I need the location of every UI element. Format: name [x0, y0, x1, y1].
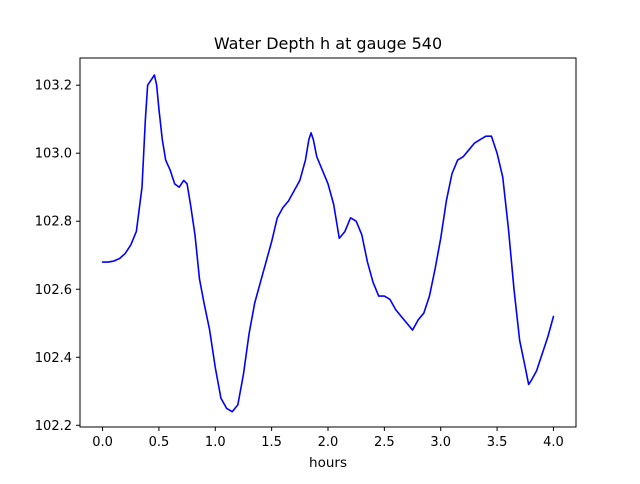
x-tick-label: 1.5: [261, 435, 282, 450]
y-tick-label: 102.4: [35, 351, 72, 366]
y-tick-label: 102.2: [35, 419, 72, 434]
x-tick-label: 3.5: [487, 435, 508, 450]
x-tick-label: 0.0: [92, 435, 113, 450]
y-tick-label: 103.0: [35, 147, 72, 162]
y-tick-label: 103.2: [35, 79, 72, 94]
y-tick-label: 102.6: [35, 283, 72, 298]
x-tick-label: 0.5: [149, 435, 170, 450]
y-tick-label: 102.8: [35, 215, 72, 230]
x-tick-label: 3.0: [430, 435, 451, 450]
axis-ticks: 0.0 0.5 1.0 1.5 2.0 2.5 3.0 3.5 4.0 102.2 102.4 102…: [35, 79, 564, 450]
x-tick-label: 2.5: [374, 435, 395, 450]
plot-area: [101, 74, 555, 413]
x-tick-label: 1.0: [205, 435, 226, 450]
series-line-0: [101, 74, 555, 413]
x-axis-title: hours: [309, 455, 347, 471]
chart-title: Water Depth h at gauge 540: [214, 34, 442, 53]
x-tick-label: 2.0: [318, 435, 339, 450]
x-tick-label: 4.0: [543, 435, 564, 450]
axes-frame: [79, 57, 577, 428]
